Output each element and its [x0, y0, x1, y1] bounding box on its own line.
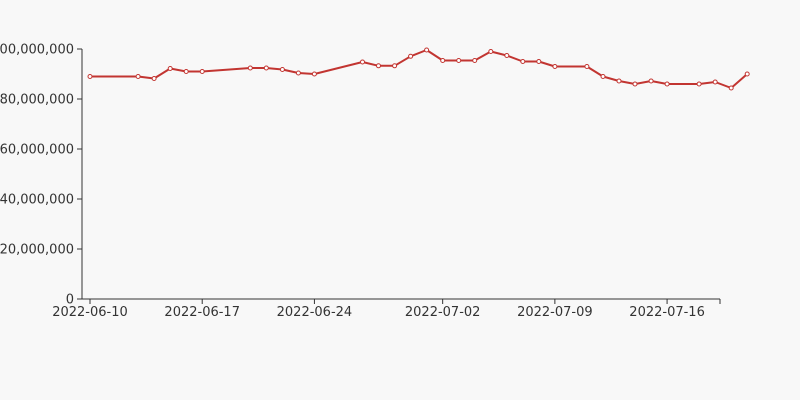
x-tick-label: 2022-07-09 [517, 305, 593, 320]
y-tick-label: 0 [66, 293, 74, 308]
y-axis: 0 20,000,000 40,000,000 60,000,000 80,000,00… [0, 43, 83, 308]
y-tick-label: 40,000,000 [0, 193, 74, 208]
data-point [392, 63, 398, 69]
data-point [167, 66, 173, 71]
series-layer [87, 47, 750, 91]
data-point [472, 58, 478, 63]
data-point [279, 67, 285, 72]
data-point [263, 65, 269, 71]
x-axis: 2022-06-10 2022-06-17 2022-06-24 2022-07-02… [52, 298, 721, 320]
data-point [408, 53, 414, 59]
data-point [712, 79, 718, 85]
series-line [90, 49, 748, 89]
y-tick-label: 20,000,000 [0, 243, 74, 258]
data-point [151, 76, 157, 81]
data-point [135, 74, 141, 79]
x-tick-label: 2022-06-10 [52, 305, 128, 320]
data-point [199, 69, 205, 74]
data-point [536, 59, 542, 64]
data-point [632, 81, 638, 87]
data-point [504, 53, 510, 58]
data-point [424, 47, 430, 53]
x-tick-label: 2022-07-16 [629, 305, 705, 320]
data-point [87, 74, 93, 79]
x-tick-label: 2022-06-17 [164, 305, 240, 320]
data-point [311, 71, 317, 77]
data-point [648, 78, 654, 84]
data-point [440, 58, 446, 63]
data-point [616, 78, 622, 84]
data-point [183, 69, 189, 74]
data-point [744, 71, 750, 77]
y-tick-label: 80,000,000 [0, 93, 74, 108]
data-point [520, 59, 526, 64]
data-point [664, 81, 670, 87]
data-point [247, 65, 253, 71]
data-point [456, 58, 462, 63]
data-point [584, 64, 590, 69]
data-point [696, 81, 702, 87]
data-point [600, 74, 606, 79]
data-point [360, 59, 365, 65]
data-point [728, 85, 734, 91]
data-point [488, 49, 494, 54]
y-tick-label: 100,000,000 [0, 43, 74, 58]
data-point [295, 70, 301, 76]
x-tick-label: 2022-07-02 [405, 305, 481, 320]
data-point [376, 63, 381, 69]
x-tick-label: 2022-06-24 [277, 305, 353, 320]
y-tick-label: 60,000,000 [0, 143, 74, 158]
data-point [552, 64, 558, 69]
